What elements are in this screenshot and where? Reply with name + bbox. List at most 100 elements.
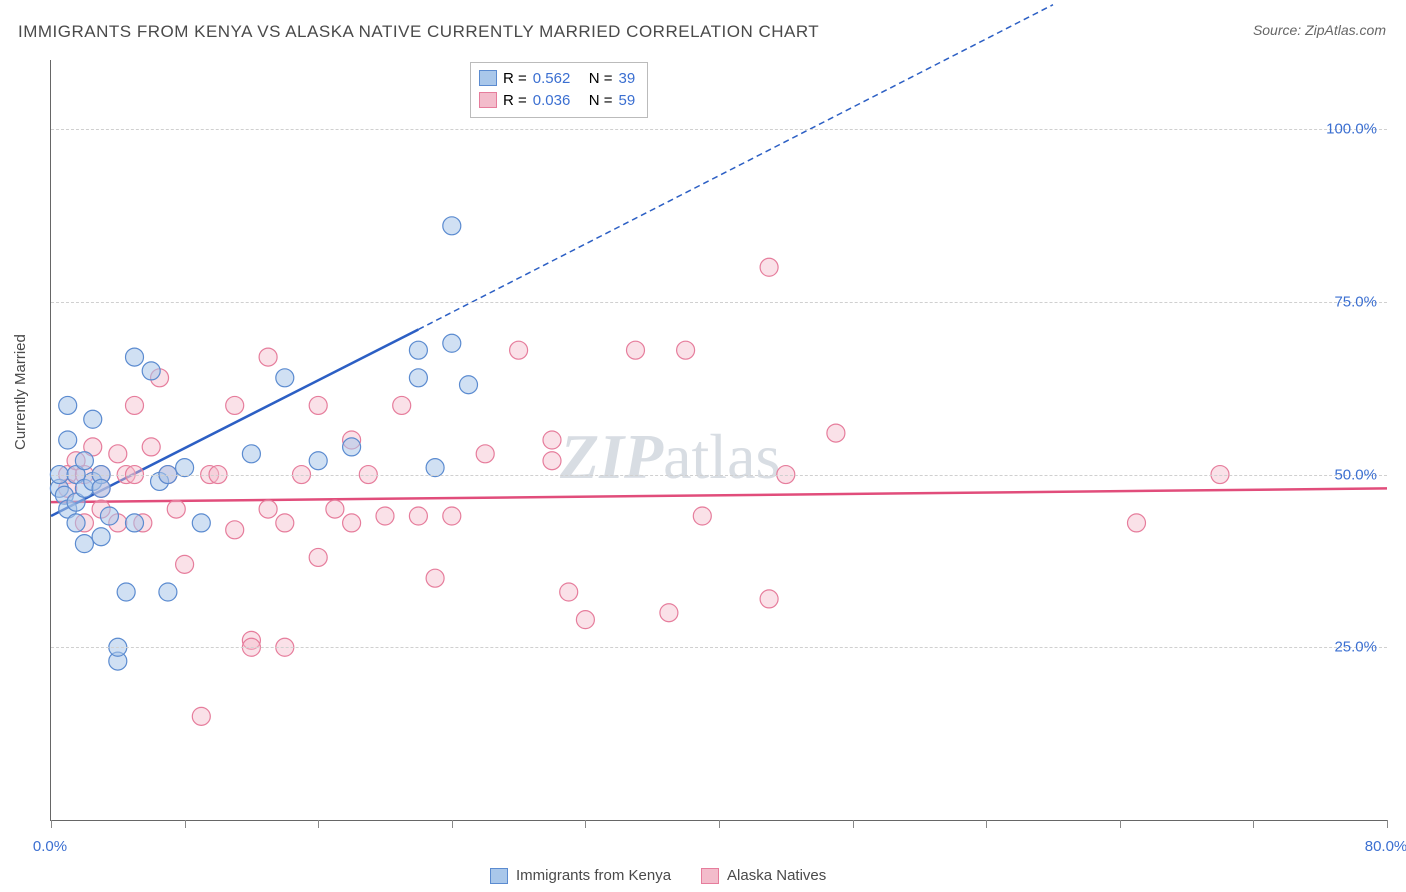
data-point-kenya	[84, 410, 102, 428]
data-point-alaska	[443, 507, 461, 525]
data-point-alaska	[109, 445, 127, 463]
n-value-alaska: 59	[619, 92, 636, 109]
legend-item-kenya: Immigrants from Kenya	[490, 867, 671, 884]
data-point-kenya	[126, 514, 144, 532]
x-tick	[51, 820, 52, 828]
data-point-kenya	[100, 507, 118, 525]
data-point-kenya	[242, 445, 260, 463]
chart-plot-area: 25.0% 50.0% 75.0% 100.0%	[50, 60, 1387, 821]
x-tick	[1253, 820, 1254, 828]
x-tick	[719, 820, 720, 828]
data-point-alaska	[259, 348, 277, 366]
data-point-alaska	[627, 341, 645, 359]
data-point-alaska	[376, 507, 394, 525]
data-point-kenya	[159, 583, 177, 601]
data-point-kenya	[276, 369, 294, 387]
data-point-kenya	[460, 376, 478, 394]
x-tick-label: 0.0%	[33, 838, 67, 855]
data-point-kenya	[409, 369, 427, 387]
data-point-alaska	[426, 569, 444, 587]
r-label: R =	[503, 92, 527, 109]
grid-line	[51, 302, 1387, 303]
data-point-kenya	[409, 341, 427, 359]
data-point-alaska	[226, 396, 244, 414]
data-point-alaska	[1128, 514, 1146, 532]
data-point-alaska	[309, 548, 327, 566]
data-point-alaska	[510, 341, 528, 359]
scatter-plot-svg	[51, 60, 1387, 820]
data-point-alaska	[827, 424, 845, 442]
data-point-alaska	[760, 590, 778, 608]
grid-line	[51, 129, 1387, 130]
y-tick-label: 50.0%	[1334, 466, 1377, 483]
data-point-alaska	[476, 445, 494, 463]
grid-line	[51, 647, 1387, 648]
n-label: N =	[589, 70, 613, 87]
swatch-kenya-bottom	[490, 868, 508, 884]
legend-item-alaska: Alaska Natives	[701, 867, 826, 884]
swatch-alaska	[479, 92, 497, 108]
data-point-alaska	[576, 611, 594, 629]
data-point-kenya	[92, 479, 110, 497]
data-point-alaska	[660, 604, 678, 622]
data-point-alaska	[142, 438, 160, 456]
x-tick-label: 80.0%	[1365, 838, 1406, 855]
data-point-kenya	[67, 514, 85, 532]
x-tick	[318, 820, 319, 828]
source-attribution: Source: ZipAtlas.com	[1253, 22, 1386, 38]
data-point-kenya	[59, 396, 77, 414]
legend-label-alaska: Alaska Natives	[727, 867, 826, 884]
data-point-kenya	[117, 583, 135, 601]
data-point-kenya	[443, 334, 461, 352]
grid-line	[51, 475, 1387, 476]
y-tick-label: 100.0%	[1326, 121, 1377, 138]
r-value-alaska: 0.036	[533, 92, 583, 109]
chart-title: IMMIGRANTS FROM KENYA VS ALASKA NATIVE C…	[18, 22, 819, 42]
data-point-kenya	[126, 348, 144, 366]
legend-stats-row-alaska: R = 0.036 N = 59	[479, 89, 635, 111]
x-tick	[1120, 820, 1121, 828]
x-tick	[452, 820, 453, 828]
y-tick-label: 25.0%	[1334, 639, 1377, 656]
data-point-alaska	[543, 431, 561, 449]
data-point-kenya	[343, 438, 361, 456]
x-tick	[185, 820, 186, 828]
data-point-kenya	[59, 431, 77, 449]
n-value-kenya: 39	[619, 70, 636, 87]
swatch-kenya	[479, 70, 497, 86]
data-point-kenya	[309, 452, 327, 470]
trend-line-dash-kenya	[418, 5, 1053, 330]
legend-label-kenya: Immigrants from Kenya	[516, 867, 671, 884]
data-point-kenya	[443, 217, 461, 235]
data-point-alaska	[560, 583, 578, 601]
legend-stats-row-kenya: R = 0.562 N = 39	[479, 67, 635, 89]
trend-line-alaska	[51, 488, 1387, 502]
data-point-alaska	[409, 507, 427, 525]
legend-series: Immigrants from Kenya Alaska Natives	[490, 867, 826, 884]
data-point-alaska	[393, 396, 411, 414]
data-point-alaska	[167, 500, 185, 518]
data-point-alaska	[192, 707, 210, 725]
x-tick	[986, 820, 987, 828]
r-value-kenya: 0.562	[533, 70, 583, 87]
n-label: N =	[589, 92, 613, 109]
x-tick	[1387, 820, 1388, 828]
data-point-alaska	[760, 258, 778, 276]
data-point-alaska	[309, 396, 327, 414]
data-point-alaska	[226, 521, 244, 539]
x-tick	[853, 820, 854, 828]
data-point-alaska	[343, 514, 361, 532]
legend-stats-box: R = 0.562 N = 39 R = 0.036 N = 59	[470, 62, 648, 118]
data-point-alaska	[543, 452, 561, 470]
data-point-alaska	[677, 341, 695, 359]
data-point-kenya	[75, 535, 93, 553]
data-point-kenya	[192, 514, 210, 532]
swatch-alaska-bottom	[701, 868, 719, 884]
y-tick-label: 75.0%	[1334, 293, 1377, 310]
data-point-alaska	[176, 555, 194, 573]
x-tick	[585, 820, 586, 828]
data-point-kenya	[75, 452, 93, 470]
y-axis-label: Currently Married	[12, 334, 29, 450]
data-point-alaska	[693, 507, 711, 525]
data-point-kenya	[92, 528, 110, 546]
